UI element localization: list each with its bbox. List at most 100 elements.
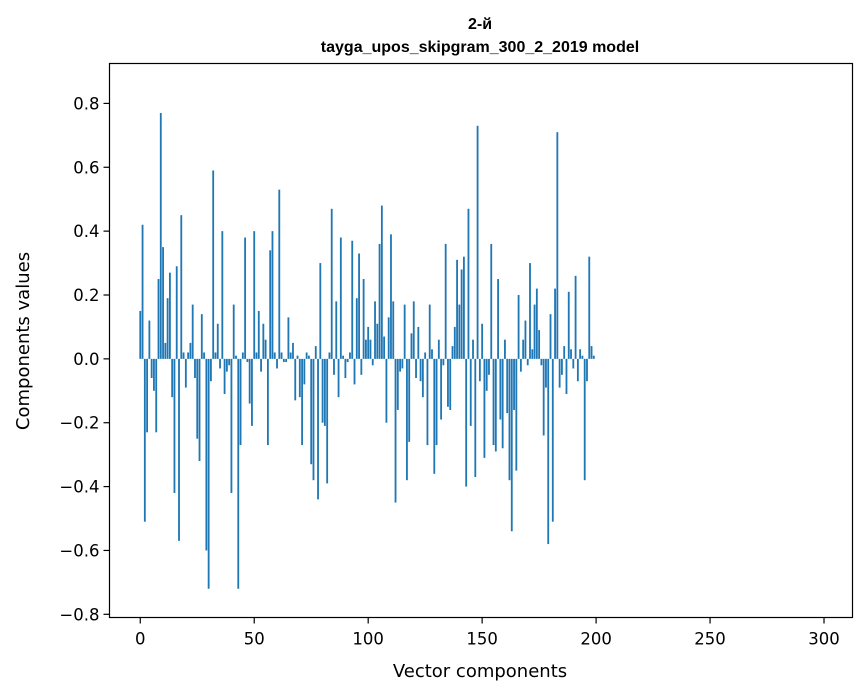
bar-15 [173,358,176,493]
bar-133 [442,358,445,366]
bar-22 [189,342,192,359]
bar-70 [298,358,301,398]
bar-87 [337,358,340,398]
bar-149 [478,358,481,382]
x-tick-label-50: 50 [244,630,265,649]
bar-121 [415,358,417,379]
chart-title-line-1: 2-й [468,16,492,33]
bar-12 [166,298,169,359]
bar-157 [497,279,499,359]
bar-85 [333,358,335,375]
bar-137 [451,346,454,359]
bar-100 [367,326,370,359]
bar-34 [216,323,219,359]
bar-164 [513,358,515,410]
bar-192 [576,358,579,382]
bar-120 [412,301,415,359]
bar-75 [310,358,313,465]
bar-94 [353,358,356,385]
bar-7 [155,358,158,433]
bar-111 [392,301,395,359]
bar-165 [515,358,518,471]
bar-125 [424,352,427,359]
y-tick-label-2: −0.4 [59,478,99,497]
bar-196 [586,358,588,382]
bar-199 [592,355,595,359]
bar-52 [257,310,260,359]
bar-143 [465,358,468,487]
bar-138 [453,326,456,359]
y-tick-label-7: 0.6 [73,158,99,177]
bar-16 [175,266,178,359]
bar-27 [200,314,203,359]
bar-193 [579,349,582,359]
bar-37 [223,358,226,394]
bar-129 [433,358,436,474]
bar-97 [360,358,363,375]
bar-56 [266,358,269,446]
bar-177 [542,358,545,436]
bar-170 [526,358,529,366]
bar-195 [583,358,586,481]
bar-1 [141,224,144,359]
bar-179 [547,358,550,545]
bar-24 [194,358,196,379]
bar-53 [260,358,262,372]
bar-80 [321,358,324,423]
bar-83 [328,352,331,359]
bar-30 [207,358,210,589]
bar-186 [563,346,566,359]
bar-29 [205,358,208,551]
bar-151 [483,358,486,458]
bar-150 [481,323,484,359]
bar-32 [212,170,215,359]
x-tick-label-100: 100 [352,630,384,649]
bar-105 [378,243,381,359]
bar-128 [431,349,433,359]
bar-132 [440,358,443,420]
bar-36 [221,231,224,359]
bar-135 [447,358,449,407]
bar-173 [533,304,536,359]
bar-58 [271,231,274,359]
bar-118 [408,358,411,442]
bar-47 [246,358,249,363]
bar-126 [426,358,429,446]
bar-91 [346,358,349,363]
bar-108 [385,358,388,423]
bar-64 [285,358,288,363]
bar-167 [519,358,522,372]
bar-154 [490,243,493,359]
plot-frame [108,62,854,619]
bar-115 [401,358,404,369]
bar-33 [214,352,217,359]
y-tick-label-1: −0.6 [59,541,99,560]
y-axis-ticks: −0.8 −0.6 −0.4 −0.2 0.0 0.2 0.4 0.6 0.8 [59,94,110,624]
y-tick-label-3: −0.2 [59,414,99,433]
bar-61 [278,189,281,359]
chart-title-line-2: tayga_upos_skipgram_300_2_2019 model [321,39,639,56]
bar-5 [150,358,153,379]
bar-88 [339,237,342,359]
y-tick-label-6: 0.4 [73,222,99,241]
bar-106 [380,205,383,359]
bar-71 [301,358,303,446]
bar-197 [588,256,591,359]
bar-153 [488,358,490,375]
y-tick-label-8: 0.8 [73,94,99,113]
bar-123 [419,358,422,382]
bar-96 [358,253,360,359]
bar-46 [244,237,247,359]
bar-171 [529,263,531,359]
x-axis-ticks: 0 50 100 150 200 250 300 [135,617,840,649]
bar-84 [330,208,333,359]
bar-168 [522,339,525,359]
bar-104 [376,323,379,359]
bar-13 [168,272,171,359]
bar-191 [574,275,577,359]
bar-41 [232,304,235,359]
x-tick-label-250: 250 [694,630,726,649]
bar-144 [467,208,470,359]
bar-155 [492,358,495,446]
